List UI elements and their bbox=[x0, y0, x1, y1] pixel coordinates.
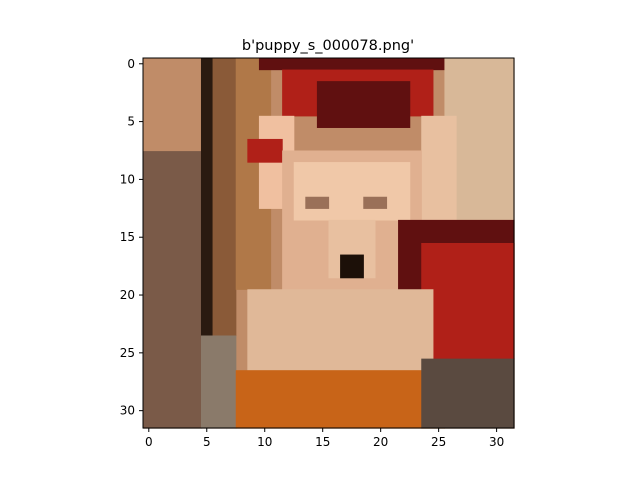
chart-title: b'puppy_s_000078.png' bbox=[242, 38, 414, 54]
region-floor bbox=[235, 370, 446, 429]
x-tick-label: 5 bbox=[203, 435, 211, 449]
region-nose bbox=[340, 254, 364, 279]
y-tick-label: 25 bbox=[120, 346, 135, 360]
y-tick-label: 20 bbox=[120, 288, 135, 302]
y-axis: 0 5 10 15 20 25 30 bbox=[120, 57, 143, 418]
region-door-edge bbox=[200, 58, 214, 337]
region-left-wall-top bbox=[143, 58, 202, 152]
region-forehead bbox=[293, 162, 411, 221]
x-tick-label: 10 bbox=[257, 435, 272, 449]
region-top-fabric bbox=[258, 58, 446, 71]
axes-frame bbox=[142, 57, 515, 429]
region-right-eye bbox=[363, 196, 388, 209]
y-tick-label: 0 bbox=[127, 57, 135, 71]
region-door-frame bbox=[212, 58, 237, 337]
x-tick-label: 25 bbox=[431, 435, 446, 449]
x-axis: 0 5 10 15 20 25 30 bbox=[145, 428, 504, 449]
y-tick-label: 5 bbox=[127, 115, 135, 129]
region-left-eye bbox=[305, 196, 330, 209]
region-red-patch bbox=[247, 138, 283, 163]
x-tick-label: 20 bbox=[373, 435, 388, 449]
y-tick-label: 30 bbox=[120, 404, 135, 418]
region-right-fabric-red bbox=[421, 243, 515, 360]
region-chest bbox=[247, 289, 434, 371]
y-tick-label: 15 bbox=[120, 230, 135, 244]
x-tick-label: 15 bbox=[315, 435, 330, 449]
region-dark-fabric bbox=[316, 81, 411, 128]
region-lower-left bbox=[200, 335, 237, 429]
region-lower-right bbox=[421, 358, 515, 429]
image-pixels bbox=[143, 58, 515, 429]
x-tick-label: 0 bbox=[145, 435, 153, 449]
region-right-ear bbox=[421, 115, 457, 233]
x-tick-label: 30 bbox=[489, 435, 504, 449]
region-left-wall-shadow bbox=[143, 150, 202, 429]
y-tick-label: 10 bbox=[120, 172, 135, 186]
